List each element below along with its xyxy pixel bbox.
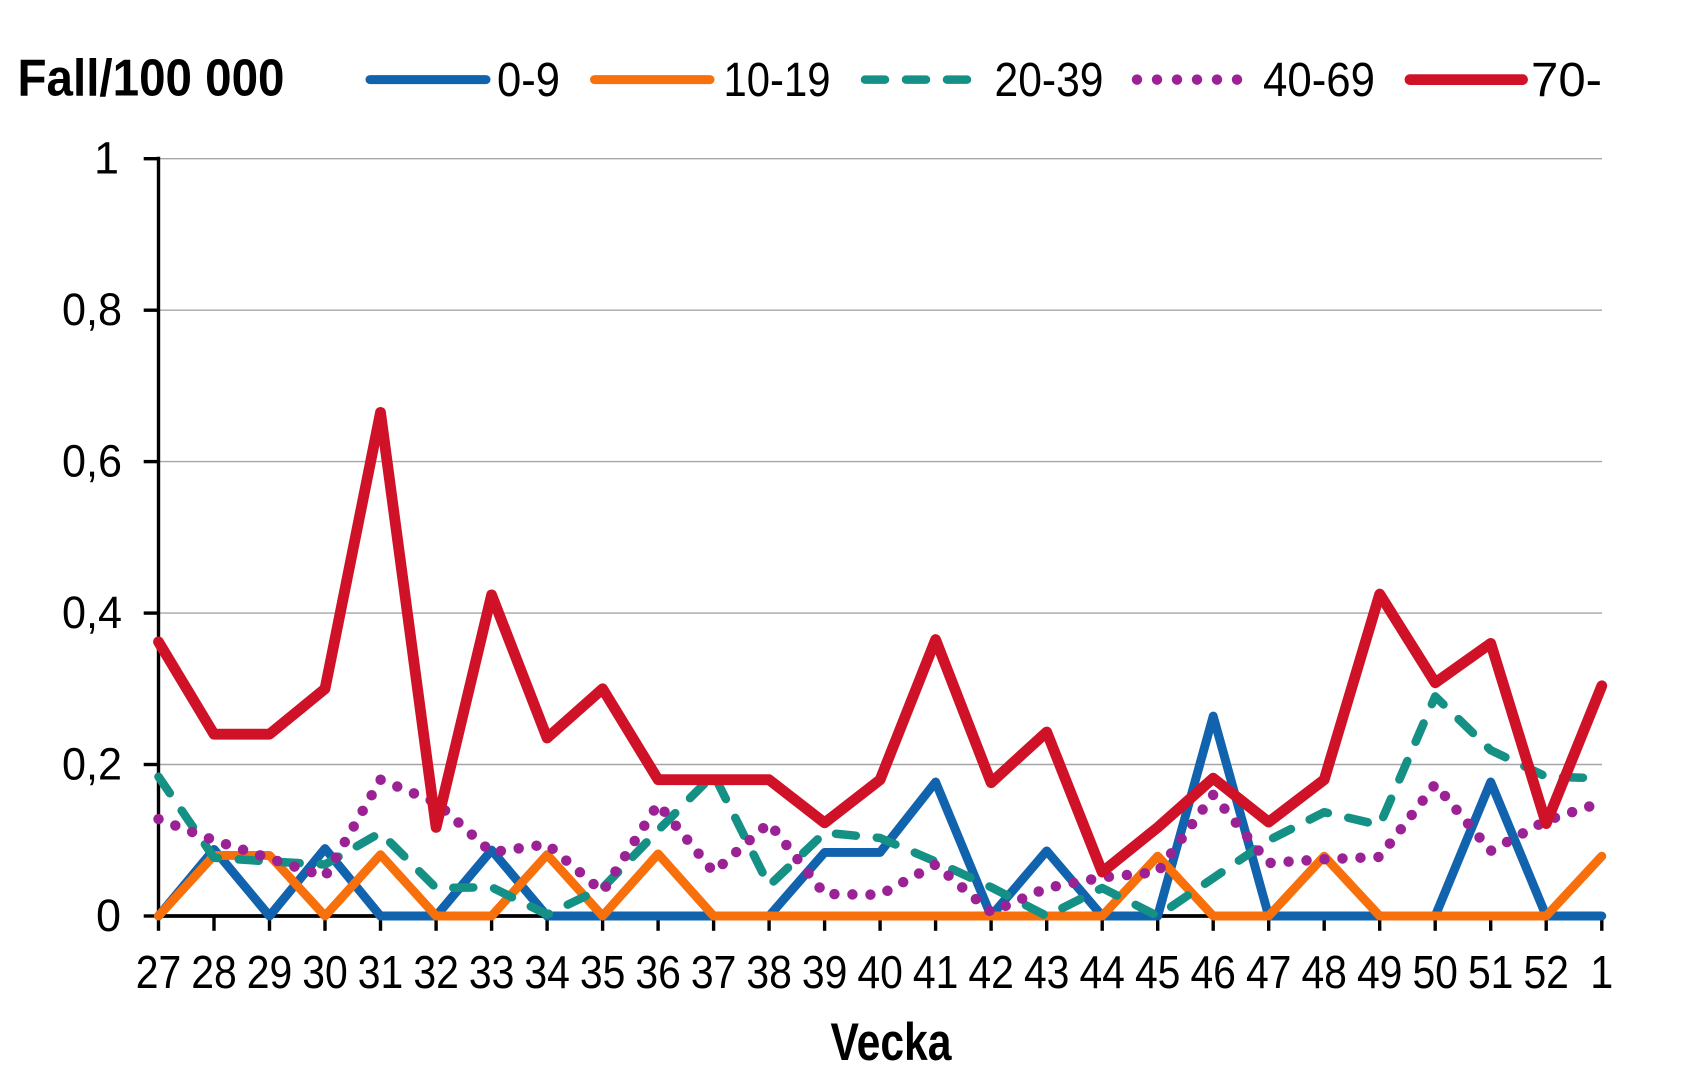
svg-text:29: 29 (247, 946, 293, 998)
svg-text:30: 30 (302, 946, 348, 998)
svg-text:0: 0 (96, 890, 121, 941)
svg-text:Fall/100 000: Fall/100 000 (18, 50, 285, 108)
svg-text:34: 34 (524, 946, 570, 998)
svg-text:48: 48 (1301, 946, 1347, 998)
svg-text:31: 31 (358, 946, 404, 998)
svg-text:39: 39 (802, 946, 848, 998)
svg-text:40: 40 (857, 946, 903, 998)
svg-text:49: 49 (1357, 946, 1403, 998)
svg-text:70-: 70- (1531, 54, 1602, 107)
svg-text:1: 1 (1590, 946, 1613, 998)
svg-text:32: 32 (413, 946, 459, 998)
svg-text:10-19: 10-19 (724, 54, 831, 107)
svg-text:33: 33 (469, 946, 515, 998)
svg-text:43: 43 (1024, 946, 1070, 998)
svg-text:44: 44 (1079, 946, 1125, 998)
svg-text:38: 38 (746, 946, 792, 998)
svg-text:0,6: 0,6 (62, 436, 122, 487)
svg-text:20-39: 20-39 (995, 54, 1104, 107)
svg-text:27: 27 (136, 946, 182, 998)
svg-text:40-69: 40-69 (1263, 54, 1375, 107)
svg-text:51: 51 (1468, 946, 1514, 998)
svg-text:52: 52 (1523, 946, 1569, 998)
svg-text:37: 37 (691, 946, 737, 998)
svg-text:28: 28 (191, 946, 237, 998)
svg-text:Vecka: Vecka (831, 1013, 952, 1072)
svg-text:45: 45 (1135, 946, 1181, 998)
svg-text:36: 36 (635, 946, 681, 998)
svg-text:35: 35 (580, 946, 626, 998)
svg-text:50: 50 (1412, 946, 1458, 998)
svg-text:42: 42 (968, 946, 1014, 998)
svg-text:1: 1 (94, 133, 119, 184)
svg-text:46: 46 (1190, 946, 1236, 998)
svg-text:0,2: 0,2 (62, 739, 122, 790)
svg-text:0-9: 0-9 (497, 54, 560, 107)
svg-text:47: 47 (1246, 946, 1292, 998)
svg-text:41: 41 (913, 946, 959, 998)
svg-text:0,8: 0,8 (62, 284, 122, 335)
svg-text:0,4: 0,4 (62, 587, 122, 638)
